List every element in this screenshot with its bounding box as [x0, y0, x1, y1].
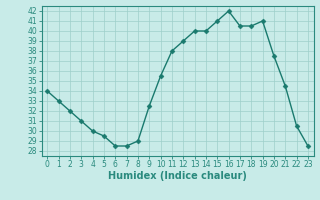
- X-axis label: Humidex (Indice chaleur): Humidex (Indice chaleur): [108, 171, 247, 181]
